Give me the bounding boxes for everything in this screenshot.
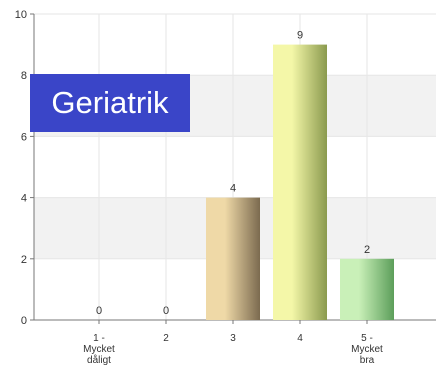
category-label: bra xyxy=(360,355,375,366)
chart-title-box: Geriatrik xyxy=(30,74,190,132)
data-label: 0 xyxy=(96,305,102,317)
chart-title: Geriatrik xyxy=(51,85,169,120)
category-label: 1 - xyxy=(93,333,105,344)
data-label: 2 xyxy=(364,244,370,256)
category-label: 3 xyxy=(230,333,236,344)
data-label: 0 xyxy=(163,305,169,317)
category-label: 4 xyxy=(297,333,303,344)
bars xyxy=(206,44,394,320)
category-label: Mycket xyxy=(351,344,383,355)
y-tick-label: 0 xyxy=(21,315,27,327)
category-label: dåligt xyxy=(87,354,111,366)
value-labels: 0 0 4 9 2 xyxy=(96,30,370,317)
y-tick-labels: 0 2 4 6 8 10 xyxy=(15,9,34,327)
category-label: 2 xyxy=(163,333,169,344)
data-label: 4 xyxy=(230,183,236,195)
data-label: 9 xyxy=(297,30,303,42)
category-label: 5 - xyxy=(361,333,373,344)
bar xyxy=(206,197,260,320)
y-tick-label: 2 xyxy=(21,254,27,266)
category-label: Mycket xyxy=(83,344,115,355)
y-tick-label: 10 xyxy=(15,9,27,21)
bar xyxy=(273,44,327,320)
y-tick-label: 4 xyxy=(21,193,27,205)
y-tick-label: 6 xyxy=(21,131,27,143)
y-tick-label: 8 xyxy=(21,70,27,82)
bar xyxy=(340,258,394,320)
